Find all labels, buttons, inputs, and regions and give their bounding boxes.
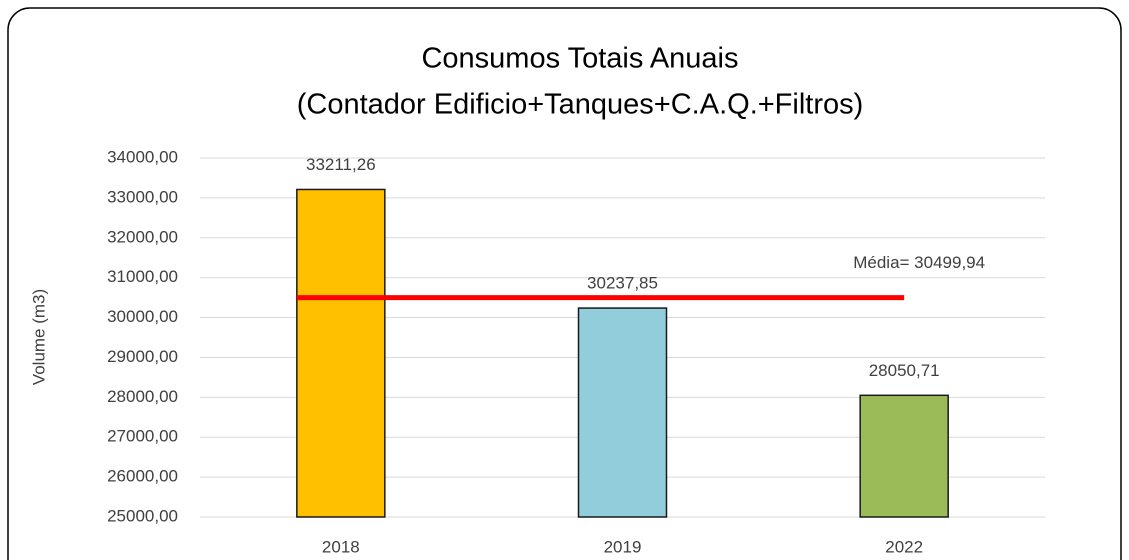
bar xyxy=(577,307,668,518)
bar xyxy=(296,188,386,518)
x-tick-label: 2022 xyxy=(885,537,923,556)
x-tick-label: 2019 xyxy=(604,537,642,556)
y-tick-label: 27000,00 xyxy=(107,427,178,446)
y-tick-label: 29000,00 xyxy=(107,347,178,366)
chart-subtitle: (Contador Edificio+Tanques+C.A.Q.+Filtro… xyxy=(297,89,864,121)
data-label: 33211,26 xyxy=(306,155,376,174)
average-label: Média= 30499,94 xyxy=(853,253,985,272)
y-tick-label: 25000,00 xyxy=(107,506,178,525)
y-tick-label: 33000,00 xyxy=(107,187,178,206)
chart-title: Consumos Totais Anuais xyxy=(421,43,738,75)
y-tick-label: 31000,00 xyxy=(107,267,178,286)
data-label: 30237,85 xyxy=(587,274,658,293)
y-tick-label: 34000,00 xyxy=(107,147,178,166)
chart-border xyxy=(7,7,1122,560)
data-label: 28050,71 xyxy=(869,361,940,380)
x-tick-label: 2018 xyxy=(322,537,360,556)
bar xyxy=(859,394,949,518)
y-tick-label: 32000,00 xyxy=(107,227,178,246)
y-axis-label: Volume (m3) xyxy=(29,289,48,385)
y-tick-label: 30000,00 xyxy=(107,307,178,326)
y-tick-label: 26000,00 xyxy=(107,467,178,486)
y-tick-label: 28000,00 xyxy=(107,387,178,406)
